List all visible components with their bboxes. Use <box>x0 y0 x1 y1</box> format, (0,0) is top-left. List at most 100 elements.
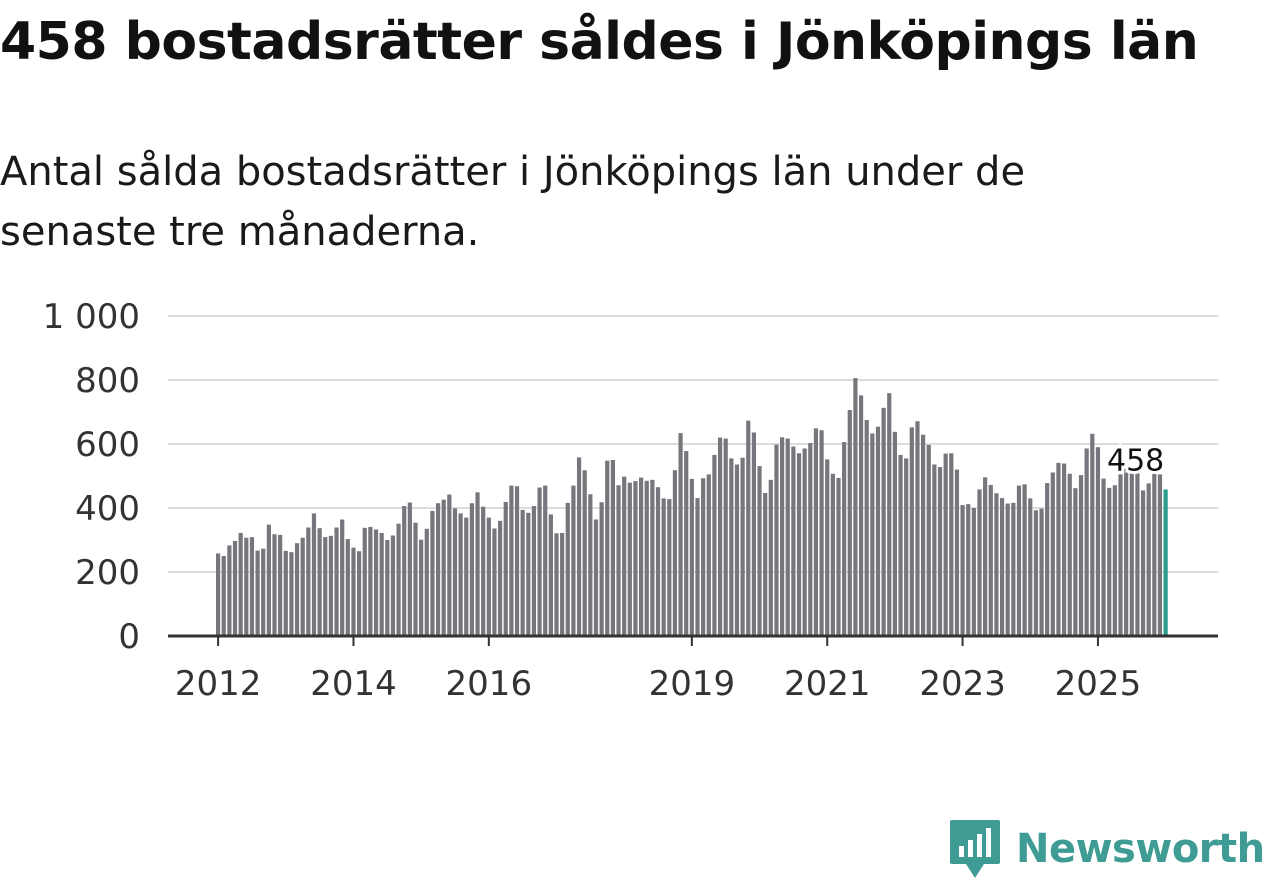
newsworthy-logo: Newsworthy <box>950 818 1262 880</box>
bar <box>1140 490 1146 636</box>
bar <box>1022 484 1027 636</box>
bar <box>351 547 356 636</box>
bar <box>627 482 632 636</box>
bar <box>599 502 604 636</box>
bar <box>808 443 813 636</box>
bar <box>723 438 728 636</box>
brand-name: Newsworthy <box>1016 826 1262 872</box>
chart-title: 458 bostadsrätter såldes i Jönköpings lä… <box>0 12 1199 72</box>
bar <box>266 524 271 636</box>
y-tick-label: 200 <box>75 553 140 593</box>
bar <box>520 509 525 636</box>
bar <box>249 537 255 636</box>
bar <box>593 519 599 636</box>
bar <box>847 410 852 636</box>
bar <box>960 505 965 636</box>
bar <box>825 459 830 636</box>
bar <box>424 528 429 636</box>
bar <box>435 503 441 636</box>
bar <box>853 378 858 636</box>
bar <box>486 517 491 636</box>
bar <box>582 470 587 636</box>
bar <box>576 457 582 636</box>
bar <box>915 421 920 636</box>
bar <box>379 532 384 636</box>
bar <box>842 442 847 636</box>
bar <box>780 437 785 636</box>
bar <box>227 545 232 636</box>
newsworthy-chart-logo-icon <box>950 820 1000 878</box>
bar <box>875 426 881 636</box>
bar <box>475 492 480 636</box>
bar <box>650 479 655 636</box>
bar <box>622 476 627 636</box>
bars <box>216 378 1168 636</box>
bar <box>514 486 520 636</box>
y-tick-label: 600 <box>75 425 140 465</box>
bar <box>717 437 723 636</box>
bar <box>1135 470 1140 636</box>
bar <box>447 494 452 636</box>
bar <box>966 504 971 636</box>
bar <box>689 478 694 636</box>
bar <box>994 493 999 636</box>
bar <box>712 454 717 636</box>
bar <box>492 528 497 636</box>
bar <box>509 485 514 636</box>
bar <box>830 473 835 636</box>
bar <box>232 540 238 636</box>
y-tick-label: 400 <box>75 489 140 529</box>
bar <box>774 444 779 636</box>
bar <box>334 527 339 636</box>
bar <box>588 494 593 636</box>
bar <box>531 506 537 636</box>
bar <box>684 451 689 636</box>
bar <box>503 501 508 636</box>
bar <box>537 487 542 636</box>
bar <box>1028 498 1033 636</box>
bar <box>1078 475 1084 636</box>
bar <box>954 469 960 636</box>
bar <box>571 485 576 636</box>
bar <box>751 432 756 636</box>
bar <box>345 539 350 636</box>
bar <box>881 407 886 636</box>
bar <box>1067 473 1072 636</box>
bar <box>272 534 277 636</box>
x-axis-ticks: 2012 2014 2016 2019 2021 2023 2025 <box>175 636 1141 704</box>
bar <box>616 485 621 636</box>
bar <box>644 480 649 636</box>
bar <box>740 457 745 636</box>
bar <box>407 502 412 636</box>
latest-value-label: 458 <box>1107 443 1164 478</box>
bar <box>639 477 644 636</box>
bar <box>464 517 469 636</box>
bar <box>791 446 796 636</box>
bar <box>526 512 531 636</box>
bar <box>661 498 666 636</box>
bar <box>802 448 807 636</box>
bar <box>452 508 458 636</box>
bar <box>633 481 638 636</box>
bar <box>971 508 976 636</box>
bar <box>385 540 390 636</box>
bar <box>1033 510 1038 636</box>
bar <box>813 428 819 636</box>
bar <box>317 528 322 636</box>
bar <box>610 460 615 636</box>
y-axis-tick-labels: 0 200 400 600 800 1 000 <box>43 297 140 657</box>
bar <box>1005 503 1010 636</box>
bar <box>943 453 948 636</box>
bar <box>796 453 802 636</box>
x-tick-label: 2016 <box>446 664 533 704</box>
bar <box>481 506 486 636</box>
bar <box>216 553 221 636</box>
bar <box>667 499 672 636</box>
bar <box>244 537 249 636</box>
bar <box>1146 483 1151 636</box>
bar <box>1016 485 1022 636</box>
bar <box>340 519 345 636</box>
bar <box>757 466 762 636</box>
y-tick-label: 1 000 <box>43 297 140 337</box>
